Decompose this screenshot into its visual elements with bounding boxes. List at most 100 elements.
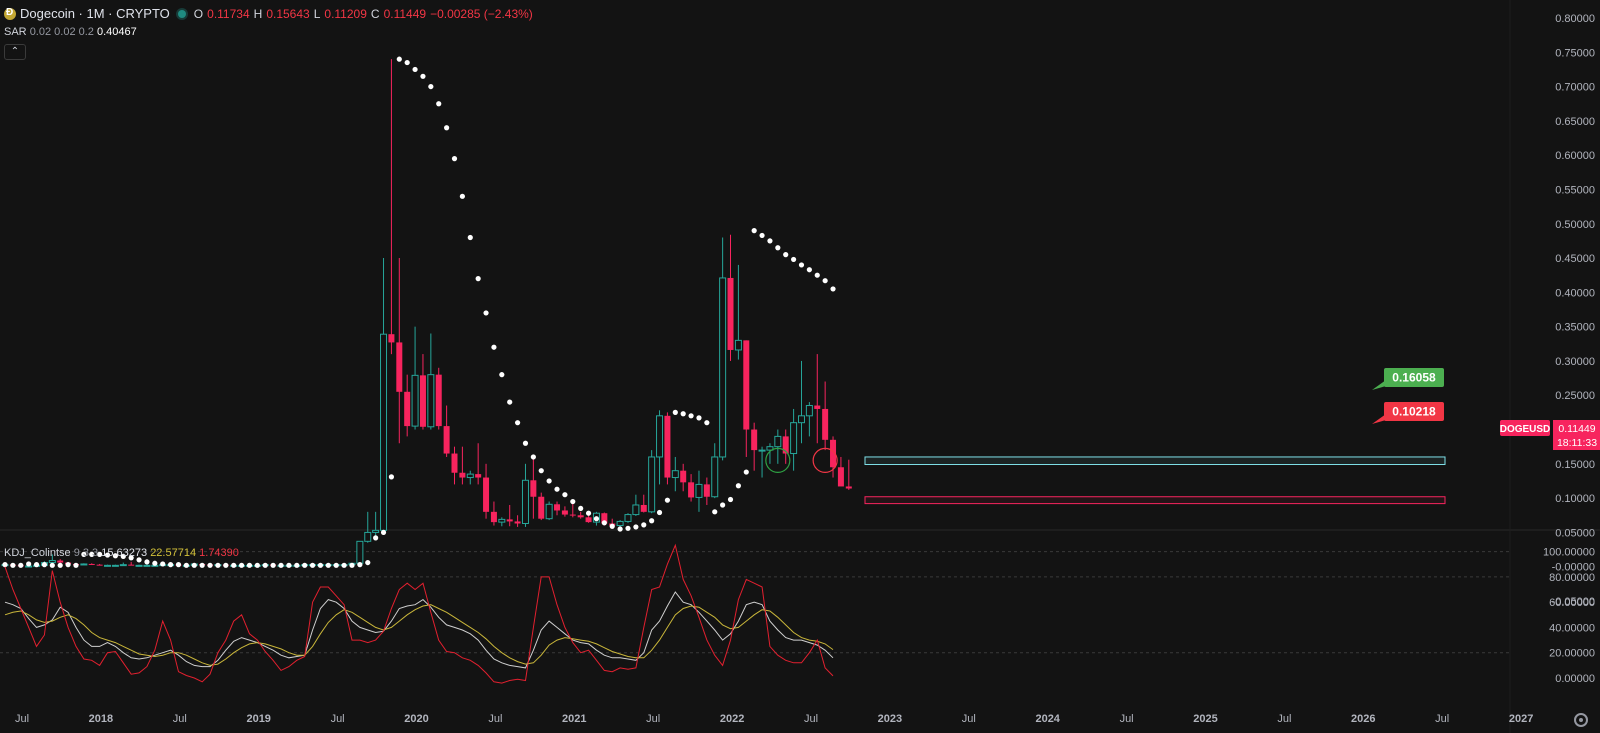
candle-countdown-text: 18:11:33 [1557, 437, 1597, 449]
time-axis-label: Jul [646, 713, 660, 725]
candle-body[interactable] [521, 479, 529, 524]
candle-body[interactable] [119, 564, 127, 567]
candle-body[interactable] [545, 503, 553, 520]
candle-body[interactable] [364, 531, 372, 542]
candle-body[interactable] [782, 436, 789, 454]
candle-body[interactable] [388, 334, 395, 343]
candle-body[interactable] [506, 519, 513, 522]
candle-body[interactable] [451, 453, 458, 473]
candle-body[interactable] [734, 339, 742, 351]
sar-dot [231, 562, 237, 568]
candle-body[interactable] [554, 504, 561, 511]
price-zone-box[interactable] [864, 456, 1446, 466]
market-status-icon[interactable] [177, 9, 186, 18]
sar-dot [357, 562, 363, 568]
candle-body[interactable] [711, 456, 719, 498]
candle-body[interactable] [758, 449, 766, 452]
sar-dot [428, 83, 434, 90]
last-price-axis-tag[interactable] [1553, 420, 1600, 450]
sar-dot [349, 562, 355, 568]
candle-body[interactable] [822, 408, 829, 440]
candle-body[interactable] [80, 563, 88, 566]
candle-body[interactable] [466, 473, 474, 479]
kdj-legend[interactable]: KDJ_Colintse 9 3 3 15.63273 22.57714 1.7… [4, 547, 239, 559]
candle-body[interactable] [530, 480, 537, 497]
candle-body[interactable] [577, 515, 584, 518]
upper-price-tag[interactable] [1384, 368, 1444, 387]
candle-body[interactable] [111, 564, 119, 567]
candle-body[interactable] [648, 456, 656, 513]
candle-body[interactable] [498, 518, 506, 523]
candle-body[interactable] [411, 374, 419, 427]
time-axis-label: 2018 [89, 713, 113, 725]
candle-body[interactable] [743, 340, 750, 430]
candle-body[interactable] [104, 564, 112, 567]
candle-body[interactable] [845, 486, 852, 489]
candle-body[interactable] [830, 439, 837, 468]
candle-body[interactable] [135, 564, 143, 567]
candle-body[interactable] [459, 472, 466, 478]
sar-dot [459, 193, 465, 199]
candle-body[interactable] [664, 415, 671, 478]
candle-body[interactable] [585, 517, 592, 523]
candle-body[interactable] [797, 415, 805, 424]
lower-price-tag[interactable] [1384, 402, 1444, 421]
candle-body[interactable] [837, 467, 844, 487]
candle-body[interactable] [561, 510, 568, 515]
sar-legend[interactable]: SAR 0.02 0.02 0.2 0.40467 [4, 26, 137, 38]
symbol-title[interactable]: Dogecoin · 1M · CRYPTO [20, 6, 170, 21]
candle-body[interactable] [435, 374, 442, 427]
candle-body[interactable] [128, 564, 135, 566]
candle-body[interactable] [404, 391, 411, 427]
candle-body[interactable] [688, 482, 695, 498]
sar-dot [522, 440, 529, 446]
chart-settings-icon[interactable] [1574, 713, 1588, 727]
collapse-indicators-button[interactable]: ⌃ [4, 44, 26, 60]
candle-body[interactable] [671, 470, 679, 479]
candle-body[interactable] [88, 563, 95, 565]
sar-dot [215, 562, 221, 568]
candle-body[interactable] [703, 484, 710, 497]
candle-body[interactable] [427, 374, 435, 428]
candle-body[interactable] [601, 513, 608, 524]
candle-body[interactable] [57, 560, 64, 563]
candle-body[interactable] [695, 483, 703, 498]
candle-body[interactable] [632, 504, 640, 516]
candle-body[interactable] [774, 435, 782, 448]
candle-body[interactable] [356, 540, 364, 564]
candle-body[interactable] [766, 446, 774, 451]
time-axis-label: Jul [1277, 713, 1291, 725]
candle-body[interactable] [143, 564, 151, 567]
candle-body[interactable] [751, 429, 758, 451]
sar-dot [538, 468, 544, 474]
candle-body[interactable] [419, 375, 426, 427]
candle-body[interactable] [814, 405, 821, 409]
candle-body[interactable] [790, 422, 798, 455]
candle-body[interactable] [624, 514, 632, 522]
candle-body[interactable] [719, 277, 727, 458]
sar-dot [767, 238, 773, 244]
candle-body[interactable] [640, 504, 647, 512]
candle-body[interactable] [48, 560, 56, 564]
candle-body[interactable] [372, 529, 380, 533]
candle-body[interactable] [656, 415, 664, 458]
candle-body[interactable] [680, 470, 687, 483]
symbol-axis-tag[interactable] [1500, 420, 1550, 436]
sar-dot [388, 474, 395, 480]
candle-body[interactable] [616, 520, 624, 527]
candle-body[interactable] [396, 342, 403, 392]
candle-body[interactable] [805, 405, 813, 417]
price-zone-box[interactable] [864, 496, 1446, 505]
candle-body[interactable] [483, 477, 490, 512]
candle-body[interactable] [443, 426, 450, 454]
candle-body[interactable] [475, 474, 482, 478]
candle-body[interactable] [514, 521, 521, 524]
candle-body[interactable] [727, 277, 734, 350]
candle-body[interactable] [380, 333, 388, 531]
candle-body[interactable] [490, 511, 497, 523]
candle-body[interactable] [96, 564, 103, 566]
candle-body[interactable] [569, 514, 576, 516]
candle-body[interactable] [538, 496, 545, 519]
price-axis-label: -0.05000 [1552, 596, 1595, 608]
